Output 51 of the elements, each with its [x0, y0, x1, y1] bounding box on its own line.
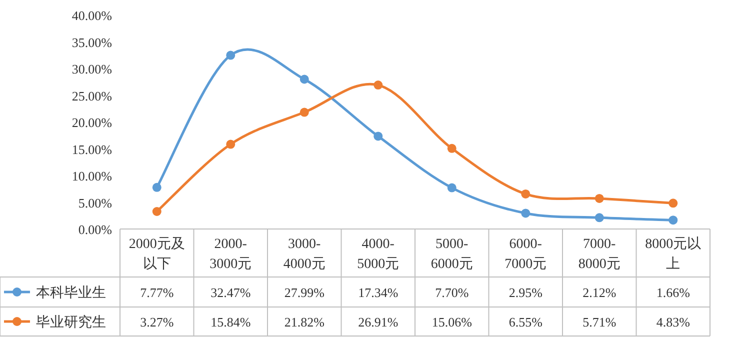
data-label: 15.06%	[432, 314, 472, 330]
x-tick-label: 8000元以上	[645, 236, 702, 272]
data-label: 27.99%	[284, 285, 325, 300]
legend-label: 毕业研究生	[36, 314, 106, 330]
data-label: 1.66%	[656, 285, 690, 300]
point	[521, 208, 530, 218]
y-tick-label: 35.00%	[72, 34, 112, 50]
data-label: 6.55%	[508, 314, 543, 330]
y-tick-label: 10.00%	[72, 168, 112, 184]
data-label: 7.77%	[140, 285, 174, 300]
data-label: 5.71%	[582, 314, 616, 330]
data-label: 32.47%	[210, 285, 251, 300]
x-tick-label: 6000-7000元	[504, 237, 547, 272]
point	[668, 216, 678, 225]
data-label: 21.82%	[284, 314, 325, 330]
y-tick-label: 0.00%	[78, 222, 112, 237]
point	[447, 144, 456, 153]
x-tick-label: 7000-8000元	[578, 237, 620, 272]
point	[374, 80, 383, 90]
point	[152, 207, 162, 216]
point	[152, 182, 162, 192]
data-label: 15.84%	[210, 314, 251, 330]
point	[521, 189, 530, 198]
x-tick-label: 3000-4000元	[283, 237, 326, 272]
x-tick-label: 2000元及以下	[128, 237, 185, 272]
point	[300, 108, 309, 117]
data-label: 26.91%	[358, 314, 398, 330]
data-label: 2.12%	[582, 285, 616, 300]
point	[226, 140, 236, 149]
data-label: 17.34%	[358, 285, 398, 300]
y-tick-label: 20.00%	[72, 115, 112, 130]
legend-label: 本科毕业生	[36, 285, 106, 301]
y-tick-label: 25.00%	[72, 88, 112, 104]
point	[374, 132, 383, 141]
y-tick-label: 5.00%	[78, 195, 112, 210]
point	[300, 74, 309, 84]
point	[447, 183, 456, 192]
x-tick-label: 4000-5000元	[357, 237, 400, 272]
data-label: 3.27%	[140, 314, 174, 330]
x-tick-label: 5000-6000元	[430, 237, 473, 272]
data-label: 7.70%	[435, 285, 469, 300]
data-label: 2.95%	[508, 285, 543, 300]
y-tick-label: 40.00%	[72, 8, 112, 23]
y-tick-label: 30.00%	[72, 62, 112, 76]
point	[668, 198, 678, 208]
data-label: 4.83%	[656, 314, 690, 330]
point	[594, 194, 604, 203]
point	[226, 50, 236, 60]
point	[594, 213, 604, 222]
x-tick-label: 2000-3000元	[210, 237, 252, 272]
y-tick-label: 15.00%	[72, 142, 112, 157]
